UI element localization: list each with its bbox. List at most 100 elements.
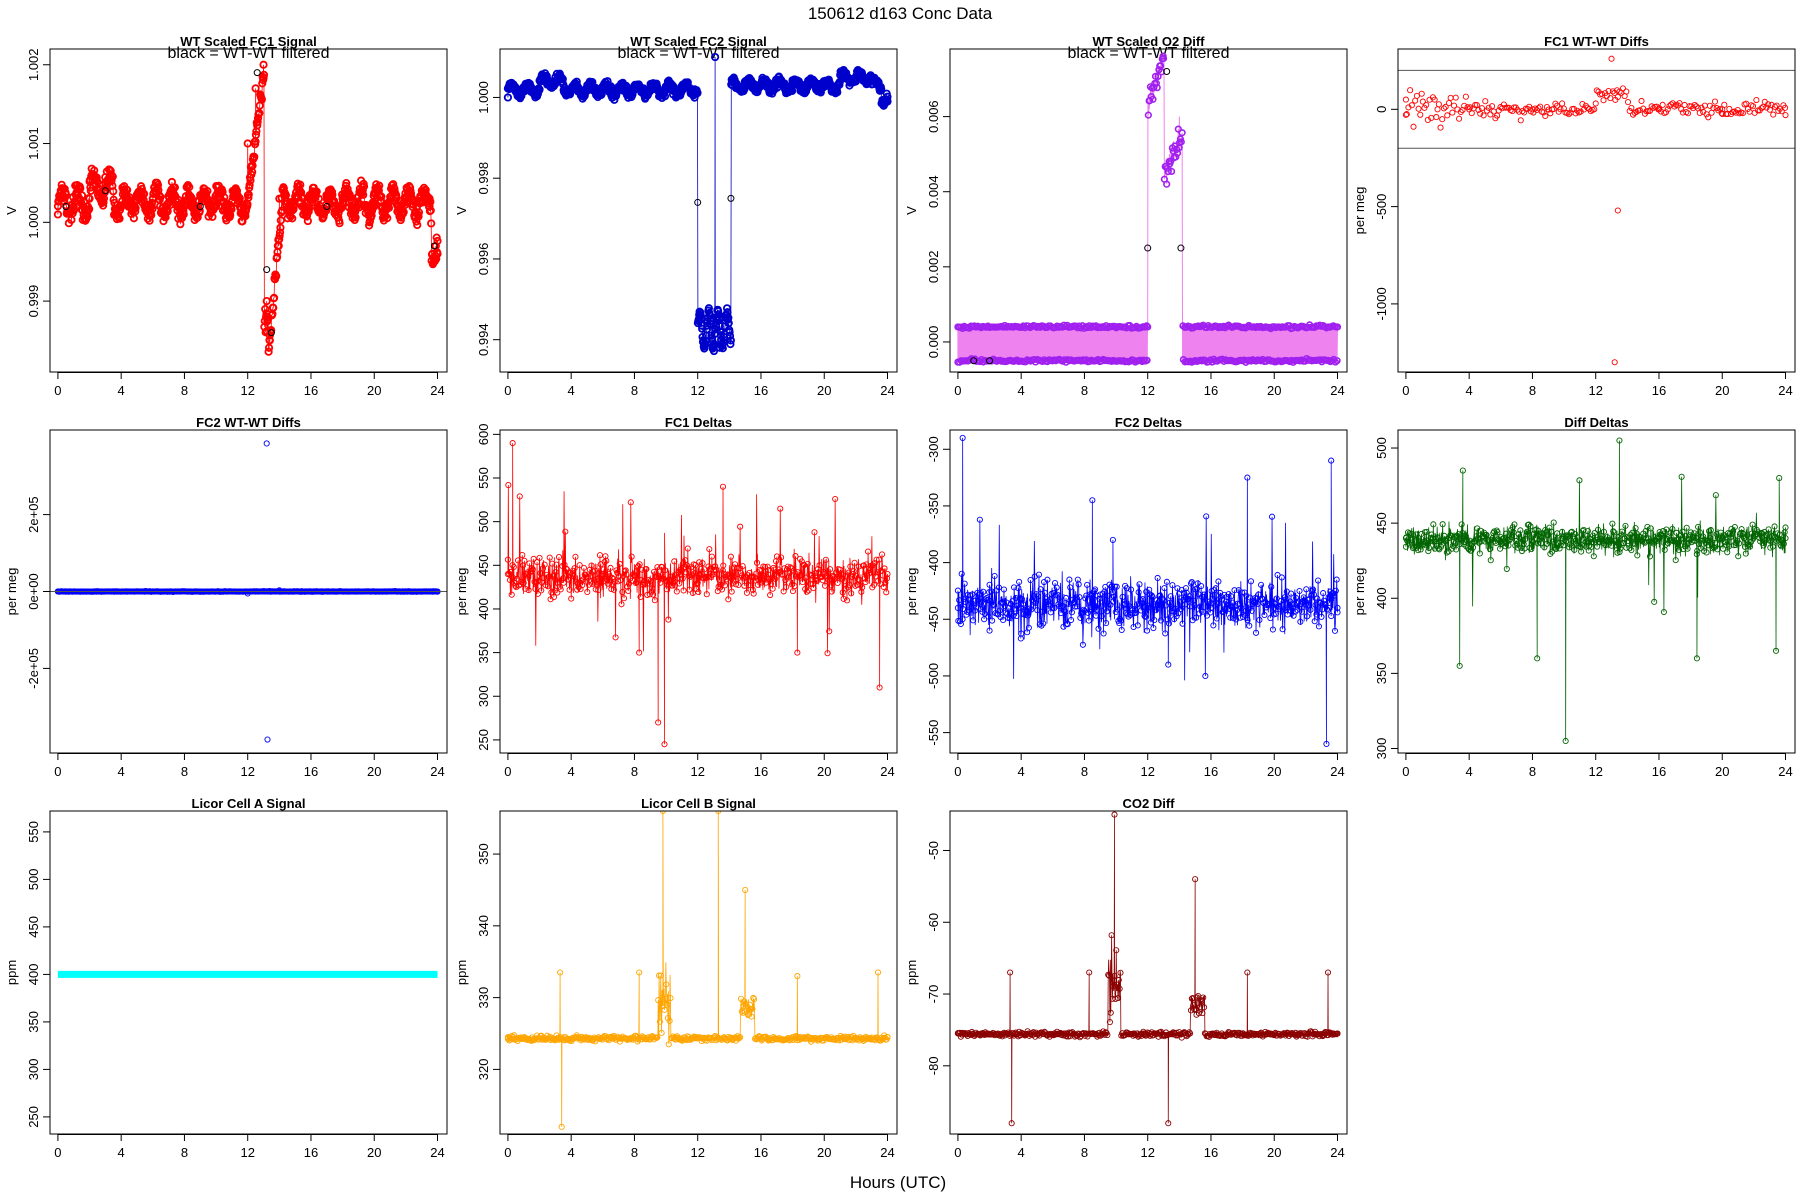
data-point xyxy=(1705,114,1712,121)
data-point xyxy=(253,121,262,130)
data-point xyxy=(876,556,883,563)
data-point xyxy=(1198,583,1205,590)
data-point xyxy=(577,586,584,593)
x-tick-label: 16 xyxy=(1204,383,1218,398)
data-point xyxy=(1540,109,1547,116)
x-tick-label: 8 xyxy=(631,383,638,398)
chart-title: FC2 Deltas xyxy=(1115,415,1182,430)
data-point xyxy=(756,566,763,573)
data-point xyxy=(590,577,598,584)
data-point xyxy=(1602,542,1609,549)
x-tick-label: 24 xyxy=(1778,383,1792,398)
data-point xyxy=(1167,167,1176,176)
data-point xyxy=(1114,606,1121,613)
data-point xyxy=(1642,528,1649,535)
data-point xyxy=(259,70,269,80)
data-point xyxy=(1515,531,1522,538)
data-point xyxy=(1468,547,1475,554)
data-point xyxy=(1093,606,1100,613)
data-point xyxy=(777,505,784,512)
data-point xyxy=(276,223,285,232)
data-point xyxy=(1044,576,1051,583)
data-point xyxy=(1152,79,1160,87)
data-point xyxy=(1538,530,1545,537)
data-point xyxy=(876,684,883,691)
data-point xyxy=(1598,90,1605,97)
data-point xyxy=(958,570,965,577)
data-point xyxy=(262,296,271,306)
data-point xyxy=(351,213,360,222)
data-point xyxy=(1669,100,1676,107)
data-point xyxy=(1184,596,1191,603)
data-point xyxy=(578,578,585,585)
data-point xyxy=(203,186,212,196)
data-point xyxy=(1166,599,1173,606)
data-point xyxy=(1425,548,1432,555)
x-tick-label: 8 xyxy=(1081,764,1088,779)
data-point xyxy=(1713,530,1720,538)
data-point xyxy=(1638,97,1645,105)
data-point xyxy=(1600,528,1607,535)
data-point xyxy=(365,221,374,230)
data-point xyxy=(557,969,564,976)
data-point xyxy=(1678,473,1685,480)
data-point xyxy=(824,650,831,657)
data-point xyxy=(1701,537,1708,544)
data-point xyxy=(1435,101,1442,108)
filtered-point xyxy=(694,198,702,206)
data-point xyxy=(627,499,634,506)
data-point xyxy=(1281,596,1288,603)
data-point xyxy=(649,585,656,592)
data-point xyxy=(1743,100,1750,107)
data-point xyxy=(857,582,864,589)
data-point xyxy=(433,249,442,258)
x-tick-label: 8 xyxy=(1081,383,1088,398)
data-point xyxy=(1557,542,1564,549)
data-point xyxy=(131,204,140,213)
data-layer xyxy=(1402,437,1789,745)
data-point xyxy=(257,95,266,104)
data-point xyxy=(1559,528,1566,535)
data-point xyxy=(269,293,279,302)
data-point xyxy=(1494,529,1501,536)
data-point xyxy=(726,574,734,581)
data-point xyxy=(656,1018,663,1025)
y-axis-label: V xyxy=(454,206,469,215)
x-tick-label: 12 xyxy=(240,383,254,398)
data-point xyxy=(1464,537,1471,544)
y-tick-label: 0.994 xyxy=(476,323,491,356)
data-point xyxy=(768,575,775,582)
data-point xyxy=(970,617,977,624)
data-point xyxy=(631,572,639,579)
data-point xyxy=(1567,541,1574,548)
data-point xyxy=(652,573,659,580)
data-point xyxy=(1497,534,1504,541)
data-point xyxy=(773,553,780,560)
data-point xyxy=(699,560,706,567)
data-point xyxy=(1333,357,1341,365)
filtered-point xyxy=(263,266,271,274)
data-point xyxy=(762,564,769,571)
plot-frame xyxy=(499,429,898,754)
x-tick-label: 20 xyxy=(817,1145,831,1160)
data-point xyxy=(995,584,1002,591)
data-point xyxy=(662,577,669,584)
data-point xyxy=(275,228,285,237)
data-point xyxy=(807,580,814,587)
data-point xyxy=(1285,604,1292,611)
y-tick-label: 0.999 xyxy=(26,285,41,318)
data-point xyxy=(227,205,236,214)
y-axis-label: ppm xyxy=(4,960,19,985)
data-point xyxy=(986,627,993,634)
data-point xyxy=(881,565,888,572)
data-point xyxy=(1695,523,1702,530)
y-axis-label: per meg xyxy=(1352,568,1367,616)
data-point xyxy=(548,589,555,596)
data-point xyxy=(1440,105,1447,112)
data-point xyxy=(1782,104,1789,111)
data-point xyxy=(733,565,740,572)
series-line xyxy=(1405,440,1786,741)
data-point xyxy=(1776,531,1783,538)
data-point xyxy=(1457,108,1464,116)
y-tick-label: 0.006 xyxy=(926,100,941,133)
